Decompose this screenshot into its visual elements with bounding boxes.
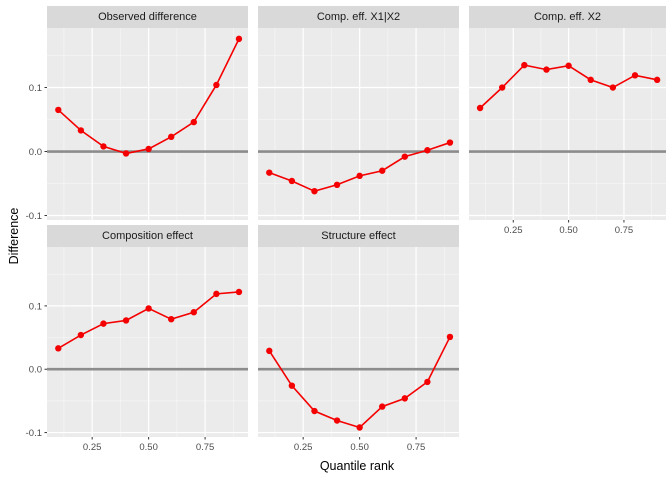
data-point-comp-eff-x1-x2	[401, 153, 408, 160]
x-tick-label: 0.75	[615, 225, 634, 236]
data-point-comp-eff-x2	[609, 84, 617, 91]
data-point-observed-difference	[235, 35, 243, 43]
data-point-comp-eff-x1-x2	[424, 147, 431, 154]
data-point-structure-effect	[288, 382, 296, 389]
facet-title: Structure effect	[321, 230, 396, 242]
y-tick-label: 0.1	[29, 301, 42, 312]
data-point-comp-eff-x2	[587, 76, 594, 84]
data-point-composition-effect	[168, 316, 175, 323]
data-point-composition-effect	[145, 305, 152, 312]
data-point-composition-effect	[100, 320, 107, 327]
x-tick-label: 0.50	[559, 225, 578, 236]
data-point-structure-effect	[446, 333, 454, 341]
x-tick-label: 0.50	[139, 442, 158, 453]
x-tick-label: 0.25	[504, 225, 523, 236]
y-tick-label: -0.1	[26, 428, 42, 439]
data-point-comp-eff-x2	[653, 76, 661, 84]
x-axis-title: Quantile rank	[319, 459, 395, 473]
data-point-observed-difference	[145, 145, 152, 153]
data-point-structure-effect	[424, 378, 431, 386]
data-point-observed-difference	[77, 127, 85, 134]
data-point-comp-eff-x1-x2	[356, 172, 363, 180]
data-point-structure-effect	[379, 403, 386, 410]
data-point-comp-eff-x2	[499, 84, 506, 91]
y-tick-label: -0.1	[26, 211, 42, 222]
data-point-structure-effect	[333, 417, 341, 424]
x-tick-label: 0.25	[83, 442, 102, 453]
data-point-observed-difference	[100, 143, 107, 150]
data-point-composition-effect	[55, 345, 62, 352]
data-point-structure-effect	[266, 347, 273, 355]
panel-bg-structure-effect	[258, 247, 459, 437]
data-point-comp-eff-x2	[543, 66, 550, 73]
panel-bg-comp-eff-x1-x2	[258, 28, 459, 220]
data-point-observed-difference	[55, 106, 62, 114]
panel-bg-comp-eff-x2	[469, 28, 666, 220]
x-tick-label: 0.50	[350, 442, 369, 453]
x-tick-label: 0.75	[196, 442, 215, 453]
panel-bg-composition-effect	[47, 247, 248, 437]
data-point-observed-difference	[190, 118, 197, 126]
y-tick-label: 0.0	[29, 147, 42, 158]
data-point-comp-eff-x2	[521, 61, 528, 69]
data-point-composition-effect	[190, 309, 197, 316]
data-point-composition-effect	[77, 331, 85, 339]
facet-strip-structure-effect: Structure effect	[258, 225, 459, 247]
data-point-composition-effect	[235, 288, 243, 296]
facet-title: Observed difference	[98, 11, 197, 23]
data-point-comp-eff-x2	[476, 104, 484, 112]
data-point-structure-effect	[401, 395, 408, 402]
x-tick-label: 0.75	[407, 442, 426, 453]
data-point-comp-eff-x1-x2	[333, 181, 341, 188]
data-point-observed-difference	[213, 81, 220, 89]
facet-title: Composition effect	[102, 230, 193, 242]
data-point-structure-effect	[311, 407, 318, 415]
facet-strip-observed-difference: Observed difference	[47, 6, 248, 28]
data-point-composition-effect	[122, 317, 130, 324]
data-point-composition-effect	[213, 290, 220, 298]
panel-bg-observed-difference	[47, 28, 248, 220]
y-tick-label: 0.1	[29, 83, 42, 94]
data-point-comp-eff-x1-x2	[288, 177, 296, 185]
y-axis-title: Difference	[7, 207, 21, 265]
x-tick-label: 0.25	[294, 442, 313, 453]
data-point-comp-eff-x2	[631, 72, 639, 79]
data-point-comp-eff-x1-x2	[311, 188, 318, 195]
facet-title: Comp. eff. X2	[533, 11, 602, 23]
data-point-comp-eff-x1-x2	[379, 167, 386, 174]
data-point-observed-difference	[122, 150, 130, 157]
facet-title: Comp. eff. X1|X2	[316, 11, 401, 23]
data-point-observed-difference	[168, 133, 175, 140]
data-point-structure-effect	[356, 424, 363, 431]
facet-strip-comp-eff-x2: Comp. eff. X2	[469, 6, 666, 28]
data-point-comp-eff-x2	[565, 62, 572, 69]
data-point-comp-eff-x1-x2	[266, 169, 273, 176]
data-point-comp-eff-x1-x2	[446, 139, 454, 146]
facet-strip-comp-eff-x1-x2: Comp. eff. X1|X2	[258, 6, 459, 28]
y-tick-label: 0.0	[29, 365, 42, 376]
facet-strip-composition-effect: Composition effect	[47, 225, 248, 247]
